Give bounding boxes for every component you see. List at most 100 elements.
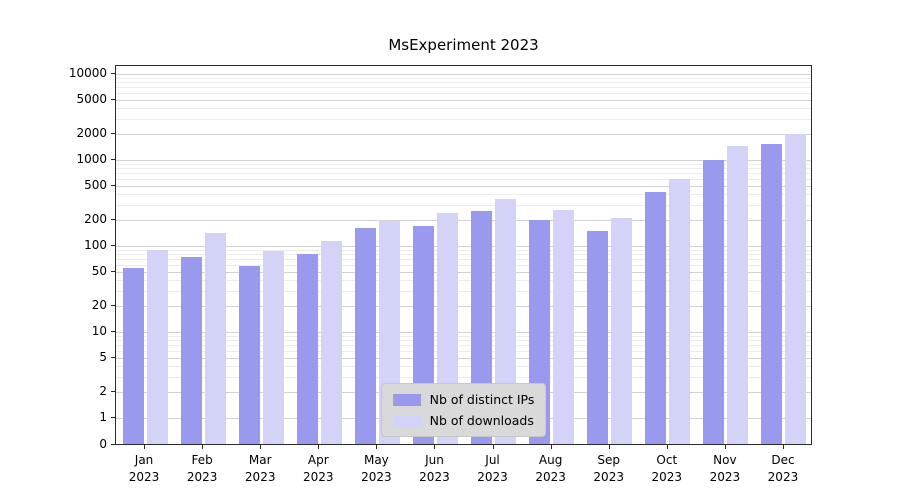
y-tick-label: 2 — [99, 384, 107, 399]
legend-item-downloads: Nb of downloads — [392, 413, 535, 428]
gridline-major — [116, 220, 811, 222]
gridline-major — [116, 134, 811, 136]
plot-area: Nb of distinct IPs Nb of downloads — [115, 65, 812, 445]
gridline-major — [116, 332, 811, 333]
gridline-major — [116, 306, 811, 308]
gridline-minor — [116, 366, 811, 368]
y-tick-label: 20 — [91, 298, 107, 313]
x-tick-label: Mar 2023 — [244, 453, 276, 484]
x-tick-label: Sep 2023 — [593, 453, 624, 484]
gridline-minor — [116, 254, 811, 256]
bar-distinct-ips — [645, 192, 667, 444]
chart-title: MsExperiment 2023 — [388, 36, 539, 54]
y-tick-mark — [111, 356, 115, 358]
legend-label-downloads: Nb of downloads — [429, 413, 534, 428]
gridline-minor — [116, 204, 811, 206]
y-tick-label: 2000 — [76, 126, 107, 141]
y-tick-label: 5000 — [76, 91, 107, 106]
bar-distinct-ips — [180, 256, 202, 444]
x-tick-label: Feb 2023 — [186, 453, 218, 484]
gridline-minor — [116, 108, 811, 110]
gridline-minor — [116, 335, 811, 337]
x-tick-mark — [376, 445, 378, 449]
gridline-minor — [116, 340, 811, 342]
y-tick-mark — [111, 331, 115, 332]
y-tick-label: 1000 — [76, 152, 107, 166]
gridline-minor — [116, 163, 811, 165]
y-tick-mark — [111, 391, 115, 393]
y-tick-label: 200 — [84, 212, 107, 227]
bar-downloads — [727, 146, 749, 444]
bar-downloads — [611, 218, 633, 444]
gridline-minor — [116, 87, 811, 89]
gridline-minor — [116, 249, 811, 251]
y-tick-label: 50 — [91, 263, 107, 278]
x-tick-mark — [608, 445, 610, 449]
gridline-minor — [116, 179, 811, 181]
gridline-major — [116, 271, 811, 273]
x-tick-mark — [434, 445, 436, 449]
bar-distinct-ips — [122, 268, 144, 444]
bar-distinct-ips — [703, 160, 725, 444]
legend-label-distinct-ips: Nb of distinct IPs — [429, 392, 535, 407]
gridline-minor — [116, 118, 811, 120]
legend-swatch-downloads — [392, 414, 421, 427]
x-tick-label: Apr 2023 — [303, 453, 334, 484]
x-tick-label: Dec 2023 — [767, 453, 799, 484]
gridline-minor — [116, 345, 811, 347]
y-tick-mark — [111, 417, 115, 418]
gridline-minor — [116, 194, 811, 196]
y-tick-mark — [111, 305, 115, 307]
y-tick-label: 10 — [91, 324, 107, 338]
x-tick-label: Jan 2023 — [128, 453, 160, 484]
y-tick-label: 100 — [84, 238, 107, 252]
legend: Nb of distinct IPs Nb of downloads — [380, 383, 547, 437]
y-tick-label: 0 — [99, 437, 107, 451]
x-tick-mark — [144, 445, 146, 449]
gridline-major — [116, 185, 811, 187]
legend-item-distinct-ips: Nb of distinct IPs — [392, 392, 535, 407]
x-tick-mark — [550, 445, 552, 449]
bar-downloads — [785, 134, 807, 444]
y-tick-mark — [111, 133, 115, 135]
x-tick-mark — [782, 445, 784, 449]
bar-downloads — [553, 209, 575, 444]
y-tick-label: 10000 — [68, 66, 107, 80]
y-tick-label: 5 — [99, 349, 107, 364]
gridline-minor — [116, 82, 811, 84]
gridline-minor — [116, 290, 811, 292]
x-tick-label: Nov 2023 — [709, 453, 741, 484]
y-tick-mark — [111, 245, 115, 246]
gridline-minor — [116, 280, 811, 282]
x-tick-mark — [666, 445, 668, 449]
bar-distinct-ips — [354, 228, 376, 444]
bar-downloads — [262, 250, 284, 444]
gridline-major — [116, 357, 811, 359]
y-tick-mark — [111, 98, 115, 100]
bar-distinct-ips — [238, 266, 260, 444]
gridline-minor — [116, 77, 811, 79]
x-tick-mark — [202, 445, 204, 449]
y-tick-mark — [111, 270, 115, 272]
y-tick-mark — [111, 444, 115, 445]
bar-downloads — [495, 199, 517, 444]
x-tick-label: Jul 2023 — [477, 453, 508, 484]
x-tick-label: May 2023 — [361, 453, 392, 484]
x-tick-mark — [318, 445, 320, 449]
y-tick-mark — [111, 219, 115, 221]
gridline-minor — [116, 351, 811, 353]
bar-downloads — [146, 249, 168, 444]
gridline-minor — [116, 259, 811, 261]
gridline-minor — [116, 93, 811, 95]
x-tick-label: Oct 2023 — [651, 453, 683, 484]
gridline-minor — [116, 173, 811, 175]
y-tick-mark — [111, 159, 115, 160]
y-tick-label: 500 — [84, 177, 107, 192]
gridline-minor — [116, 376, 811, 378]
x-tick-mark — [724, 445, 726, 449]
gridline-minor — [116, 265, 811, 267]
gridline-major — [116, 160, 811, 161]
y-tick-mark — [111, 73, 115, 74]
x-tick-mark — [492, 445, 494, 449]
